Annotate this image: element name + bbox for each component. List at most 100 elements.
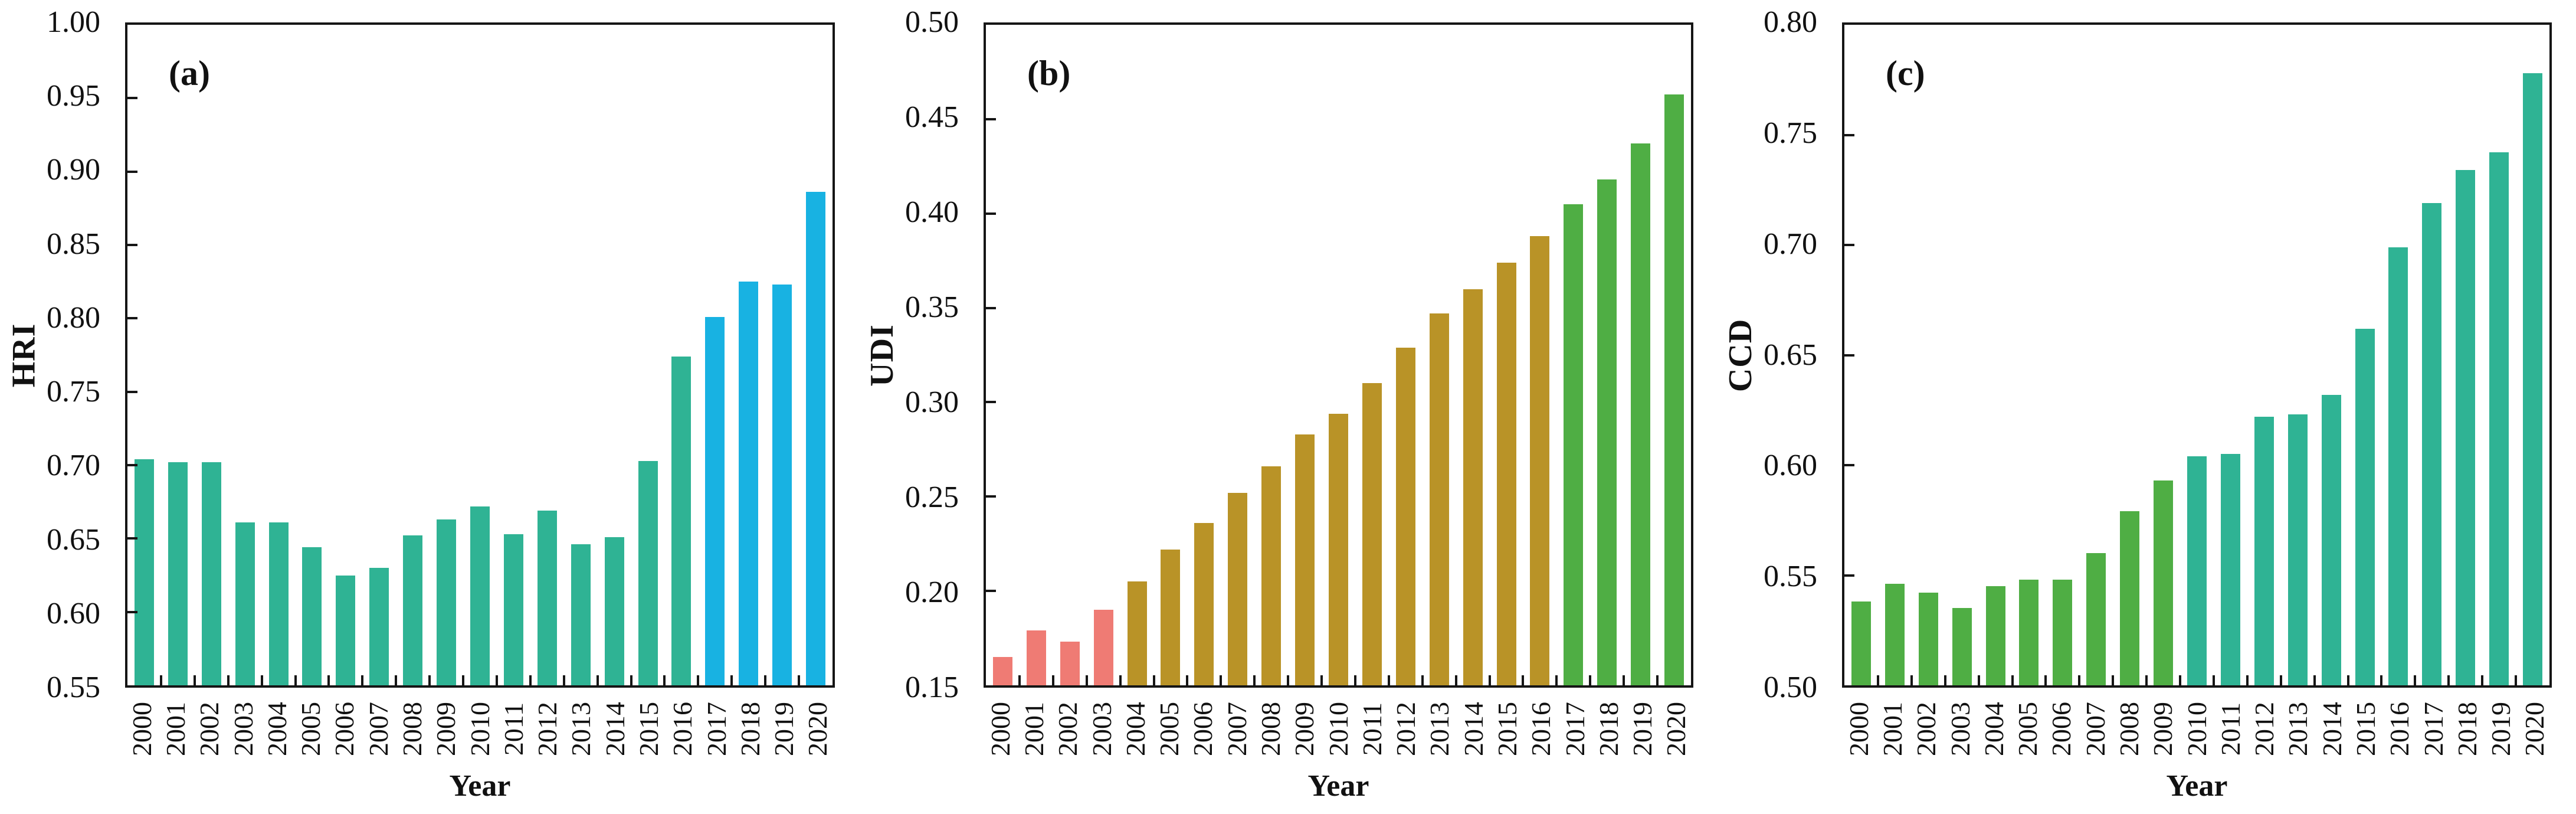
- bar-2009: [437, 519, 457, 685]
- bar-2013: [2287, 414, 2308, 685]
- x-tick-boundary: [2179, 675, 2182, 685]
- y-tick-label-0.50: 0.50: [905, 5, 959, 39]
- x-tick-boundary: [2044, 675, 2047, 685]
- panel-letter-c: (c): [1886, 54, 1925, 93]
- bar-2006: [336, 575, 356, 685]
- x-tick-boundary: [2145, 675, 2148, 685]
- y-tick-0.65: [1844, 354, 1854, 357]
- x-tick-boundary: [1623, 675, 1625, 685]
- x-tick-label-2015: 2015: [2350, 702, 2381, 756]
- y-tick-label-0.75: 0.75: [47, 375, 100, 409]
- bar-2004: [1127, 581, 1147, 685]
- bar-2020: [2523, 73, 2543, 685]
- bar-2006: [1194, 523, 1214, 685]
- y-tick-label-0.30: 0.30: [905, 385, 959, 419]
- x-tick-boundary: [697, 675, 700, 685]
- y-tick-label-0.75: 0.75: [1764, 116, 1817, 150]
- bar-2019: [1631, 143, 1651, 685]
- panel-letter-a: (a): [169, 54, 210, 93]
- x-tick-boundary: [2481, 675, 2484, 685]
- y-axis-title-hri: HRI: [0, 22, 52, 688]
- x-tick-boundary: [2246, 675, 2249, 685]
- bar-2001: [1885, 584, 1905, 685]
- y-tick-label-0.60: 0.60: [1764, 449, 1817, 483]
- x-tick-boundary: [1253, 675, 1256, 685]
- x-tick-boundary: [260, 675, 263, 685]
- bar-2009: [2154, 480, 2174, 685]
- y-tick-0.60: [1844, 464, 1854, 466]
- x-tick-label-2003: 2003: [228, 702, 258, 756]
- bar-2010: [2187, 456, 2207, 685]
- y-tick-0.35: [986, 306, 996, 309]
- bar-2008: [403, 535, 423, 685]
- bar-2000: [134, 459, 154, 685]
- x-tick-boundary: [1085, 675, 1088, 685]
- y-tick-label-0.15: 0.15: [905, 671, 959, 704]
- x-tick-label-2006: 2006: [1188, 702, 1218, 756]
- bar-2017: [2422, 203, 2442, 685]
- x-tick-boundary: [462, 675, 465, 685]
- x-tick-label-2018: 2018: [2452, 702, 2482, 756]
- x-tick-label-2000: 2000: [985, 702, 1015, 756]
- x-tick-boundary: [2279, 675, 2282, 685]
- x-axis-title-ccd: Year: [2166, 769, 2228, 803]
- y-tick-0.20: [986, 590, 996, 593]
- y-tick-label-0.40: 0.40: [905, 195, 959, 229]
- bar-2007: [369, 568, 389, 685]
- y-tick-label-0.80: 0.80: [1764, 5, 1817, 39]
- x-tick-boundary: [1555, 675, 1558, 685]
- x-tick-boundary: [1186, 675, 1189, 685]
- y-tick-label-0.70: 0.70: [47, 449, 100, 483]
- y-tick-0.45: [986, 117, 996, 120]
- y-axis-title-text: UDI: [864, 323, 900, 387]
- x-tick-label-2006: 2006: [329, 702, 360, 756]
- x-tick-boundary: [1421, 675, 1424, 685]
- bar-2014: [604, 537, 624, 685]
- y-tick-label-0.20: 0.20: [905, 576, 959, 609]
- panel-ccd: CCD (c) 2000 2001 2002 2003 2004 2005 2006 2007…: [1717, 0, 2575, 814]
- x-tick-label-2009: 2009: [2148, 702, 2178, 756]
- bar-2018: [1597, 179, 1617, 685]
- y-tick-0.25: [986, 495, 996, 498]
- x-tick-boundary: [2313, 675, 2316, 685]
- x-tick-boundary: [294, 675, 297, 685]
- x-tick-label-2001: 2001: [160, 702, 191, 756]
- x-tick-label-2016: 2016: [2384, 702, 2415, 756]
- x-tick-label-2019: 2019: [1627, 702, 1658, 756]
- x-tick-label-2017: 2017: [701, 702, 732, 756]
- x-tick-label-2020: 2020: [2519, 702, 2550, 756]
- x-tick-label-2002: 2002: [194, 702, 225, 756]
- x-tick-boundary: [193, 675, 196, 685]
- x-tick-label-2008: 2008: [2113, 702, 2144, 756]
- x-tick-label-2012: 2012: [2249, 702, 2280, 756]
- x-tick-label-2013: 2013: [2283, 702, 2313, 756]
- x-tick-label-2018: 2018: [1593, 702, 1624, 756]
- bar-2010: [1328, 413, 1348, 685]
- bar-2007: [2086, 553, 2106, 685]
- x-tick-boundary: [1051, 675, 1054, 685]
- bar-2001: [168, 462, 188, 685]
- x-tick-label-2010: 2010: [2181, 702, 2212, 756]
- x-tick-label-2017: 2017: [2418, 702, 2449, 756]
- bar-2004: [1985, 586, 2005, 685]
- y-tick-label-0.80: 0.80: [47, 300, 100, 335]
- x-tick-label-2008: 2008: [1255, 702, 1286, 756]
- bar-2011: [1362, 383, 1382, 685]
- y-tick-0.75: [1844, 133, 1854, 136]
- bar-2002: [201, 462, 221, 685]
- bar-2016: [1530, 236, 1550, 685]
- x-tick-boundary: [1944, 675, 1946, 685]
- x-tick-boundary: [361, 675, 364, 685]
- x-tick-label-2011: 2011: [1356, 702, 1387, 756]
- x-tick-boundary: [798, 675, 801, 685]
- x-tick-label-2004: 2004: [1978, 702, 2009, 756]
- bar-2003: [1952, 608, 1972, 685]
- y-tick-0.95: [127, 97, 137, 100]
- bar-2016: [671, 357, 691, 685]
- x-tick-label-2014: 2014: [2316, 702, 2347, 756]
- bar-2004: [268, 522, 289, 685]
- x-tick-label-2012: 2012: [1391, 702, 1421, 756]
- bar-2017: [705, 316, 725, 685]
- x-tick-label-2015: 2015: [633, 702, 664, 756]
- x-tick-label-2019: 2019: [769, 702, 799, 756]
